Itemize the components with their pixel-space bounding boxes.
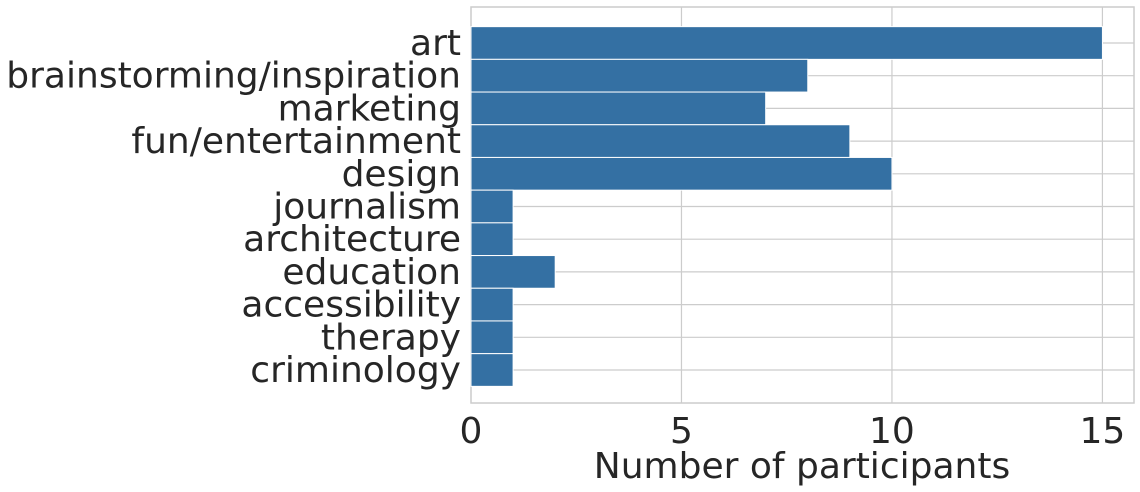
category-label: marketing xyxy=(278,88,461,129)
category-label: design xyxy=(342,154,461,195)
x-tick-label: 15 xyxy=(1080,411,1126,452)
bar xyxy=(470,353,514,387)
bar xyxy=(470,320,514,355)
category-labels: artbrainstorming/inspirationmarketingfun… xyxy=(6,23,461,391)
bar xyxy=(470,91,767,126)
category-label: brainstorming/inspiration xyxy=(6,56,461,97)
category-label: therapy xyxy=(321,317,461,358)
category-label: fun/entertainment xyxy=(131,121,461,162)
bar xyxy=(470,58,809,93)
category-label: criminology xyxy=(250,350,461,391)
category-label: accessibility xyxy=(241,285,461,326)
category-label: journalism xyxy=(272,187,461,228)
bar xyxy=(470,124,851,158)
x-axis-title: Number of participants xyxy=(594,446,1010,487)
category-label: architecture xyxy=(243,219,461,260)
bars xyxy=(470,26,1103,387)
bar xyxy=(470,189,514,224)
category-label: art xyxy=(410,23,461,64)
x-tick-label: 10 xyxy=(869,411,915,452)
x-tick-labels: 0 5 10 15 xyxy=(460,411,1126,452)
bar xyxy=(470,222,514,257)
bar xyxy=(470,26,1103,60)
grid-lines xyxy=(471,7,1134,403)
category-label: education xyxy=(282,252,461,293)
x-tick-label: 5 xyxy=(670,411,693,452)
bar xyxy=(470,255,556,289)
x-tick-label: 0 xyxy=(460,411,483,452)
bar xyxy=(470,287,514,322)
bar xyxy=(470,156,893,191)
